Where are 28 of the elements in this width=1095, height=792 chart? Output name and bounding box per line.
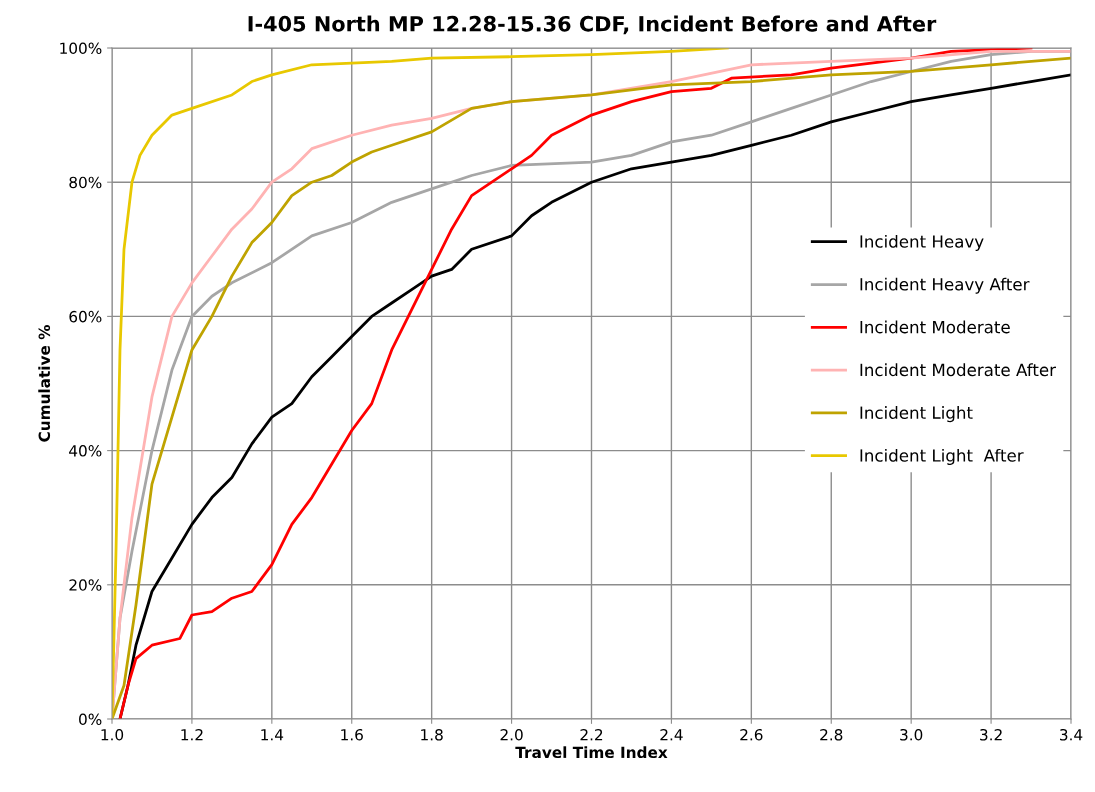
x-tick-label: 2.6 [740, 728, 763, 741]
y-axis-title: Cumulative % [38, 325, 51, 442]
x-tick-label: 1.6 [341, 728, 363, 741]
legend-label: Incident Light [860, 406, 973, 423]
legend-label: Incident Moderate [860, 320, 1010, 334]
x-tick-label: 1.2 [181, 728, 203, 741]
y-tick-label: 20% [69, 579, 102, 591]
legend-label: Incident Heavy [860, 234, 984, 252]
x-tick-label: 1.4 [261, 729, 284, 741]
x-tick-label: 3.4 [1060, 728, 1083, 741]
x-tick-label: 3.2 [980, 728, 1002, 741]
x-tick-label: 1.8 [421, 728, 443, 741]
legend-label: Incident Moderate After [860, 363, 1056, 377]
x-tick-label: 2.4 [660, 728, 683, 741]
y-tick-label: 0% [79, 713, 102, 726]
y-tick-label: 80% [69, 176, 102, 189]
x-tick-label: 2.0 [500, 728, 523, 741]
chart-title: I-405 North MP 12.28-15.36 CDF, Incident Before and After [248, 15, 937, 35]
y-tick-label: 60% [69, 310, 102, 323]
y-tick-label: 40% [69, 445, 102, 457]
x-tick-label: 1.0 [101, 728, 124, 741]
y-tick-label: 100% [60, 42, 102, 55]
legend-label: Incident Heavy After [860, 277, 1030, 294]
x-tick-label: 2.8 [820, 728, 843, 741]
x-axis-title: Travel Time Index [515, 746, 668, 759]
x-tick-label: 3.0 [900, 728, 923, 741]
x-tick-label: 2.2 [580, 728, 603, 741]
legend-label: Incident Light After [860, 448, 1024, 466]
